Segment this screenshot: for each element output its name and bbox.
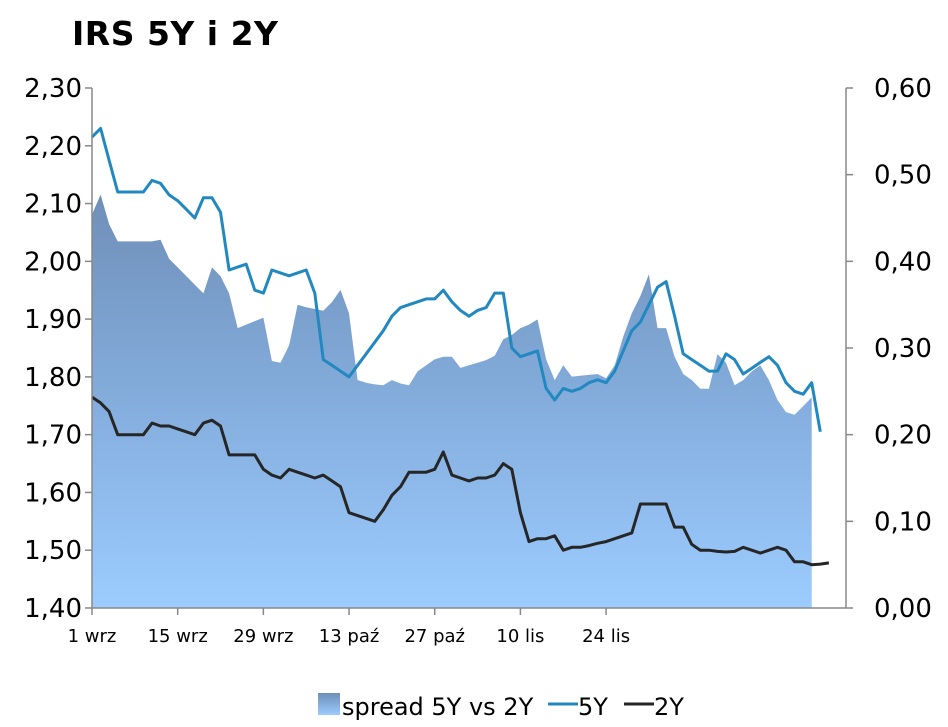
right-tick-label: 0,00 — [874, 594, 932, 624]
spread-area — [92, 194, 812, 608]
left-tick-label: 2,30 — [24, 74, 82, 104]
left-tick-label: 1,60 — [24, 478, 82, 508]
left-tick-label: 1,80 — [24, 363, 82, 393]
left-tick-label: 2,10 — [24, 190, 82, 220]
left-tick-label: 1,70 — [24, 421, 82, 451]
x-tick-label: 24 lis — [582, 626, 630, 647]
right-tick-label: 0,20 — [874, 421, 932, 451]
x-tick-label: 1 wrz — [68, 626, 117, 647]
legend-label-2y: 2Y — [654, 693, 684, 721]
right-tick-label: 0,10 — [874, 507, 932, 537]
chart-title: IRS 5Y i 2Y — [72, 14, 279, 53]
left-tick-label: 1,90 — [24, 305, 82, 335]
x-tick-label: 13 paź — [319, 626, 380, 647]
x-tick-label: 15 wrz — [148, 626, 208, 647]
series-line-2y — [91, 395, 830, 567]
legend-swatch-spread — [318, 693, 340, 715]
x-tick-label: 27 paź — [404, 626, 465, 647]
x-tick-label: 29 wrz — [233, 626, 293, 647]
left-tick-label: 2,00 — [24, 247, 82, 277]
series-line-5y — [90, 126, 822, 433]
right-tick-label: 0,30 — [874, 334, 932, 364]
left-tick-label: 1,50 — [24, 536, 82, 566]
right-tick-label: 0,40 — [874, 247, 932, 277]
legend-label-spread: spread 5Y vs 2Y — [342, 693, 534, 721]
left-tick-label: 2,20 — [24, 132, 82, 162]
x-tick-label: 10 lis — [496, 626, 544, 647]
right-tick-label: 0,60 — [874, 74, 932, 104]
left-tick-label: 1,40 — [24, 594, 82, 624]
right-tick-label: 0,50 — [874, 161, 932, 191]
legend-label-5y: 5Y — [578, 693, 608, 721]
